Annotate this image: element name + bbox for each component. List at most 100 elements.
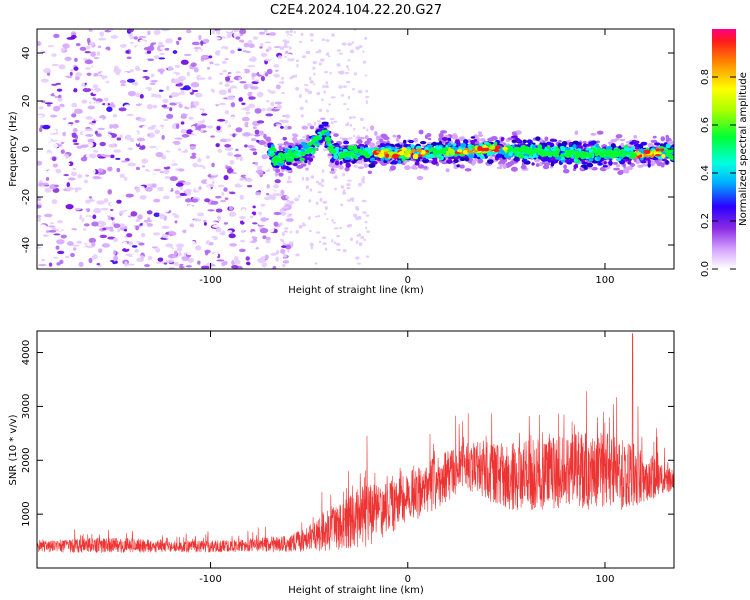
- spectrogram-cell: [586, 166, 594, 170]
- spectrogram-cell: [96, 51, 101, 57]
- spectrogram-cell: [159, 171, 165, 174]
- spectrogram-cell: [495, 153, 503, 159]
- spectrogram-cell: [324, 206, 328, 210]
- spectrogram-cell: [44, 187, 52, 193]
- spectrogram-cell: [612, 152, 620, 158]
- spectrogram-cell: [211, 162, 215, 168]
- spectrogram-cell: [204, 249, 211, 254]
- spectrogram-cell: [345, 152, 352, 158]
- spectrogram-cell: [147, 255, 153, 261]
- spectrogram-cell: [37, 214, 42, 218]
- spectrogram-cell: [261, 108, 266, 112]
- spectrogram-cell: [92, 150, 99, 153]
- spectrogram-cell: [177, 219, 184, 225]
- spectrogram-cell: [304, 84, 309, 87]
- spectrogram-cell: [581, 161, 588, 165]
- spectrogram-cell: [71, 132, 77, 138]
- spectrogram-cell: [55, 245, 60, 250]
- spectrogram-cell: [116, 199, 122, 204]
- spectrogram-cell: [60, 149, 65, 154]
- spectrogram-cell: [117, 89, 122, 92]
- spectrogram-cell: [51, 156, 57, 162]
- spectrogram-cell: [84, 216, 92, 222]
- spectrogram-cell: [310, 175, 315, 179]
- spectrogram-cell: [142, 221, 148, 228]
- spectrogram-cell: [39, 88, 44, 94]
- spectrogram-cell: [298, 194, 301, 198]
- spectrogram-cell: [113, 223, 121, 229]
- spectrogram-cell: [65, 187, 75, 191]
- spectrogram-cell: [38, 224, 47, 229]
- snr-ylabel: SNR (10 * v/v): [8, 414, 19, 485]
- spectrogram-cell: [152, 104, 158, 109]
- spectrogram-cell: [581, 155, 587, 158]
- spectrogram-cell: [487, 159, 494, 164]
- spectrogram-cell: [358, 182, 362, 187]
- spectrogram-cell: [412, 153, 419, 159]
- spectrogram-cell: [342, 191, 347, 195]
- spectrogram-cell: [379, 138, 384, 143]
- spectrogram-cell: [215, 228, 220, 233]
- spectrogram-cell: [523, 149, 528, 154]
- spectrogram-cell: [582, 141, 587, 144]
- spectrogram-cell: [92, 64, 101, 69]
- spectrogram-cell: [172, 50, 178, 55]
- spectrogram-cell: [287, 176, 291, 180]
- spectrogram-cell: [144, 59, 149, 63]
- spectrogram-ylabel: Frequency (Hz): [8, 111, 19, 187]
- spectrogram-cell: [153, 55, 160, 59]
- spectrogram-cell: [308, 76, 312, 81]
- spectrogram-cell: [358, 242, 363, 247]
- spectrogram-cell: [192, 162, 199, 168]
- spectrogram-cell: [61, 200, 68, 205]
- spectrogram-cell: [107, 171, 116, 177]
- spectrogram-cell: [134, 29, 139, 35]
- spectrogram-cell: [174, 229, 179, 233]
- spectrogram-xtick-label: 100: [595, 275, 614, 286]
- spectrogram-cell: [245, 111, 251, 115]
- spectrogram-cell: [367, 170, 373, 175]
- spectrogram-cell: [439, 130, 448, 134]
- spectrogram-cell: [280, 211, 287, 216]
- spectrogram-cell: [288, 213, 293, 216]
- spectrogram-cell: [625, 141, 631, 144]
- spectrogram-cell: [85, 199, 91, 204]
- spectrogram-cell: [72, 139, 78, 143]
- spectrogram-cell: [286, 161, 292, 166]
- spectrogram-cell: [45, 176, 50, 181]
- spectrogram-cell: [249, 215, 254, 219]
- spectrogram-cell: [665, 152, 672, 157]
- spectrogram-cell: [455, 139, 460, 143]
- spectrogram-cell: [205, 155, 210, 159]
- spectrogram-cell: [53, 233, 61, 236]
- spectrogram-cell: [130, 211, 138, 217]
- spectrogram-cell: [110, 211, 119, 217]
- spectrogram-cell: [124, 253, 133, 256]
- spectrogram-cell: [264, 249, 273, 255]
- spectrogram-cell: [630, 162, 636, 168]
- spectrogram-cell: [168, 98, 173, 104]
- spectrogram-cell: [627, 160, 632, 165]
- spectrogram-cell: [127, 266, 132, 269]
- spectrogram-cell: [124, 261, 128, 267]
- spectrogram-cell: [284, 147, 289, 153]
- spectrogram-cell: [359, 149, 363, 154]
- spectrogram-cell: [286, 210, 290, 213]
- spectrogram-cell: [93, 183, 99, 189]
- spectrogram-cell: [608, 149, 612, 152]
- spectrogram-cell: [468, 150, 474, 154]
- spectrogram-cell: [127, 215, 132, 218]
- spectrogram-cell: [251, 223, 259, 229]
- spectrogram-cell: [212, 156, 217, 159]
- spectrogram-cell: [161, 155, 167, 160]
- spectrogram-cell: [164, 132, 172, 135]
- spectrogram-cell: [218, 72, 224, 76]
- spectrogram-cell: [397, 160, 402, 165]
- spectrogram-cell: [153, 168, 162, 172]
- spectrogram-cell: [295, 253, 300, 257]
- spectrogram-cell: [459, 164, 465, 169]
- spectrogram-cell: [274, 101, 283, 105]
- spectrogram-cell: [318, 62, 323, 66]
- spectrogram-cell: [93, 56, 100, 60]
- spectrogram-cell: [613, 167, 621, 171]
